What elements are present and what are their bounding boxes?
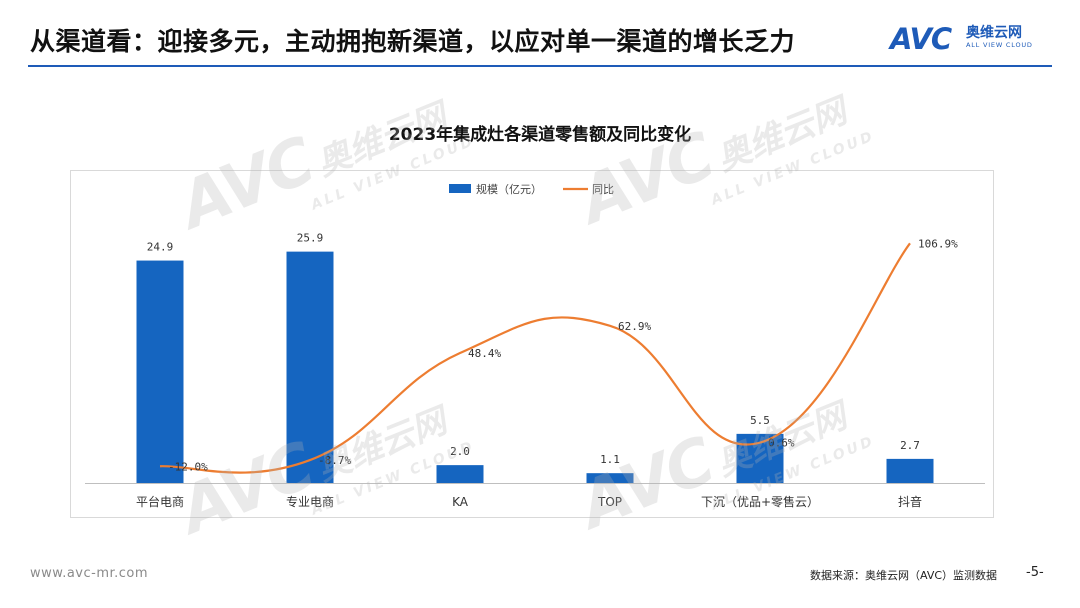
line-value-label: -8.7% — [318, 454, 351, 467]
legend-label-line: 同比 — [592, 183, 614, 196]
legend-label-bar: 规模（亿元） — [476, 182, 542, 196]
bar — [286, 251, 334, 483]
x-tick-label: KA — [452, 495, 469, 509]
page-number: -5- — [1026, 565, 1044, 580]
title-divider — [28, 65, 1052, 67]
footer-source: 数据来源：奥维云网（AVC）监测数据 — [810, 569, 998, 582]
bar — [136, 260, 184, 483]
bar-value-label: 2.7 — [900, 439, 920, 452]
bar-value-label: 1.1 — [600, 453, 620, 466]
line-value-label: -12.0% — [168, 460, 208, 473]
bar-value-label: 24.9 — [147, 241, 174, 254]
bar — [886, 458, 934, 483]
avc-logo: AVC 奥维云网 ALL VIEW CLOUD — [890, 22, 1060, 56]
logo-chinese-name: 奥维云网 — [966, 25, 1022, 41]
series-line-yoy — [159, 242, 911, 474]
slide-title: 从渠道看：迎接多元，主动拥抱新渠道，以应对单一渠道的增长乏力 — [30, 27, 796, 56]
x-tick-label: 抖音 — [898, 494, 922, 509]
line-value-label: 0.6% — [768, 437, 795, 450]
x-tick-label: TOP — [597, 495, 622, 509]
chart-title: 2023年集成灶各渠道零售额及同比变化 — [388, 125, 692, 145]
bar — [586, 473, 634, 483]
line-value-label: 62.9% — [618, 320, 651, 333]
logo-english-name: ALL VIEW CLOUD — [966, 41, 1033, 49]
x-tick-label: 专业电商 — [286, 494, 334, 509]
x-tick-label: 平台电商 — [136, 494, 184, 509]
x-tick-label: 下沉（优品+零售云） — [701, 494, 819, 509]
logo-mark: AVC — [890, 22, 952, 56]
bar-value-label: 5.5 — [750, 414, 770, 427]
legend-swatch-bar — [449, 184, 471, 193]
line-value-label: 48.4% — [468, 347, 501, 360]
footer-url: www.avc-mr.com — [30, 566, 149, 581]
bar — [436, 465, 484, 483]
bar-value-label: 25.9 — [297, 232, 324, 245]
line-value-label: 106.9% — [918, 237, 958, 250]
chart-frame — [70, 170, 994, 518]
bar-value-label: 2.0 — [450, 445, 470, 458]
